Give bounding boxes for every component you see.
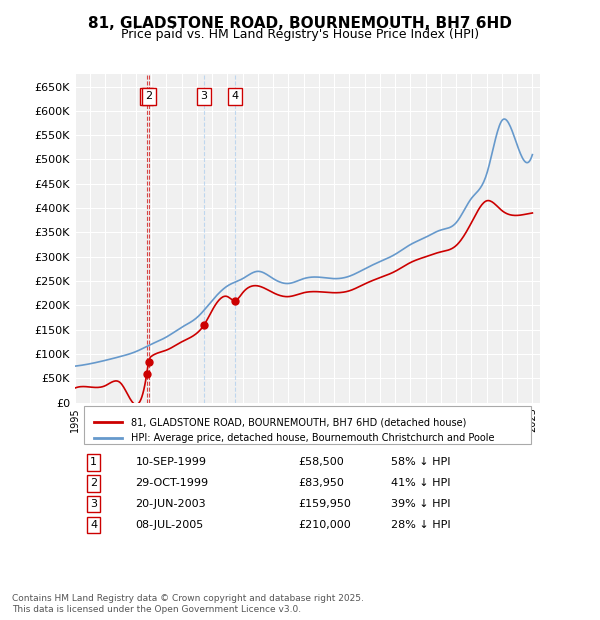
Text: 39% ↓ HPI: 39% ↓ HPI bbox=[391, 499, 451, 509]
Text: 41% ↓ HPI: 41% ↓ HPI bbox=[391, 478, 451, 488]
Text: 81, GLADSTONE ROAD, BOURNEMOUTH, BH7 6HD (detached house): 81, GLADSTONE ROAD, BOURNEMOUTH, BH7 6HD… bbox=[131, 417, 466, 427]
Text: 1: 1 bbox=[90, 458, 97, 467]
Text: 3: 3 bbox=[200, 91, 208, 101]
Text: 2: 2 bbox=[90, 478, 97, 488]
Text: 08-JUL-2005: 08-JUL-2005 bbox=[136, 520, 204, 530]
Text: 2: 2 bbox=[145, 91, 152, 101]
Text: HPI: Average price, detached house, Bournemouth Christchurch and Poole: HPI: Average price, detached house, Bour… bbox=[131, 433, 494, 443]
Text: 81, GLADSTONE ROAD, BOURNEMOUTH, BH7 6HD: 81, GLADSTONE ROAD, BOURNEMOUTH, BH7 6HD bbox=[88, 16, 512, 30]
Text: 4: 4 bbox=[232, 91, 239, 101]
Text: 29-OCT-1999: 29-OCT-1999 bbox=[136, 478, 209, 488]
Text: 28% ↓ HPI: 28% ↓ HPI bbox=[391, 520, 451, 530]
Text: Contains HM Land Registry data © Crown copyright and database right 2025.
This d: Contains HM Land Registry data © Crown c… bbox=[12, 595, 364, 614]
Text: £83,950: £83,950 bbox=[298, 478, 344, 488]
Text: 3: 3 bbox=[90, 499, 97, 509]
Text: 4: 4 bbox=[90, 520, 97, 530]
Text: 58% ↓ HPI: 58% ↓ HPI bbox=[391, 458, 451, 467]
Text: Price paid vs. HM Land Registry's House Price Index (HPI): Price paid vs. HM Land Registry's House … bbox=[121, 28, 479, 41]
Text: £159,950: £159,950 bbox=[298, 499, 351, 509]
FancyBboxPatch shape bbox=[84, 405, 531, 445]
Text: 10-SEP-1999: 10-SEP-1999 bbox=[136, 458, 206, 467]
Text: 20-JUN-2003: 20-JUN-2003 bbox=[136, 499, 206, 509]
Text: £58,500: £58,500 bbox=[298, 458, 344, 467]
Text: 1: 1 bbox=[143, 91, 150, 101]
Text: £210,000: £210,000 bbox=[298, 520, 351, 530]
